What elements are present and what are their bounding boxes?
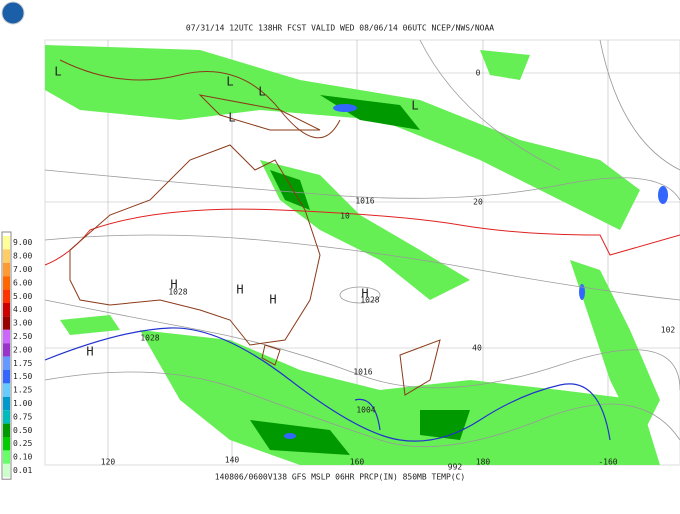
map-label: -160: [598, 458, 617, 467]
legend-label: 2.00: [13, 345, 32, 354]
legend-swatch: [3, 463, 10, 478]
pressure-center: L: [228, 111, 235, 125]
map-label: 160: [350, 458, 365, 467]
legend-swatch: [3, 423, 10, 437]
legend-swatch: [3, 249, 10, 263]
pressure-center: H: [361, 287, 368, 301]
map-label: 10: [340, 212, 350, 221]
legend-label: 1.75: [13, 359, 32, 368]
legend-label: 0.01: [13, 466, 32, 475]
legend-swatch: [3, 329, 10, 344]
legend-swatch: [3, 356, 10, 370]
legend-swatch: [3, 437, 10, 451]
map-label: 1028: [168, 288, 187, 297]
legend-label: 1.25: [13, 386, 32, 395]
legend-label: 2.50: [13, 332, 32, 341]
pressure-center: H: [170, 278, 177, 292]
pressure-center: L: [226, 75, 233, 89]
pressure-center: H: [269, 293, 276, 307]
pressure-center: L: [54, 65, 61, 79]
legend-label: 8.00: [13, 252, 32, 261]
map-label: 1028: [140, 334, 159, 343]
temp-0c: [44, 208, 680, 266]
pressure-center: L: [258, 85, 265, 99]
map-label: 992: [448, 463, 463, 472]
legend-label: 5.00: [13, 292, 32, 301]
legend-swatch: [3, 410, 10, 424]
header-title: 07/31/14 12UTC 138HR FCST VALID WED 08/0…: [186, 24, 494, 33]
map-label: 20: [473, 198, 483, 207]
legend-label: 1.00: [13, 399, 32, 408]
pressure-center: H: [86, 345, 93, 359]
legend-label: 0.10: [13, 453, 32, 462]
legend-swatch: [3, 316, 10, 330]
map-label: 40: [472, 344, 482, 353]
footer-caption: 140806/0600V138 GFS MSLP 06HR PRCP(IN) 8…: [215, 473, 465, 482]
map-label: 180: [476, 458, 491, 467]
legend-label: 7.00: [13, 265, 32, 274]
legend-swatch: [3, 396, 10, 411]
legend-label: 1.50: [13, 372, 32, 381]
legend-swatch: [3, 343, 10, 357]
temp-minus: [44, 327, 611, 442]
legend-label: 0.50: [13, 426, 32, 435]
noaa-logo: [1, 1, 25, 25]
legend-swatch: [3, 303, 10, 317]
map-label: 0: [476, 69, 481, 78]
legend-swatch: [3, 276, 10, 290]
coastlines: [59, 59, 441, 396]
legend-swatch: [3, 289, 10, 303]
precip-max: [284, 104, 668, 439]
pressure-center: L: [411, 99, 418, 113]
legend-label: 4.00: [13, 305, 32, 314]
legend-swatch: [3, 450, 10, 464]
map-label: 1004: [356, 406, 375, 415]
legend-label: 6.00: [13, 278, 32, 287]
legend-swatch: [3, 262, 10, 277]
legend-label: 0.25: [13, 439, 32, 448]
map-label: 140: [225, 456, 240, 465]
isobars: [44, 39, 680, 448]
legend-swatch: [3, 370, 10, 384]
map-label: 120: [101, 458, 116, 467]
map-label: 1016: [353, 368, 372, 377]
map-label: 1028: [360, 296, 379, 305]
map-label: 1016: [355, 197, 374, 206]
legend-label: 3.00: [13, 319, 32, 328]
pressure-center: H: [236, 283, 243, 297]
legend-label: 9.00: [13, 238, 32, 247]
map-label: 102: [661, 326, 676, 335]
legend-swatch: [3, 383, 10, 397]
legend-swatch: [3, 236, 10, 250]
legend-label: 0.75: [13, 412, 32, 421]
